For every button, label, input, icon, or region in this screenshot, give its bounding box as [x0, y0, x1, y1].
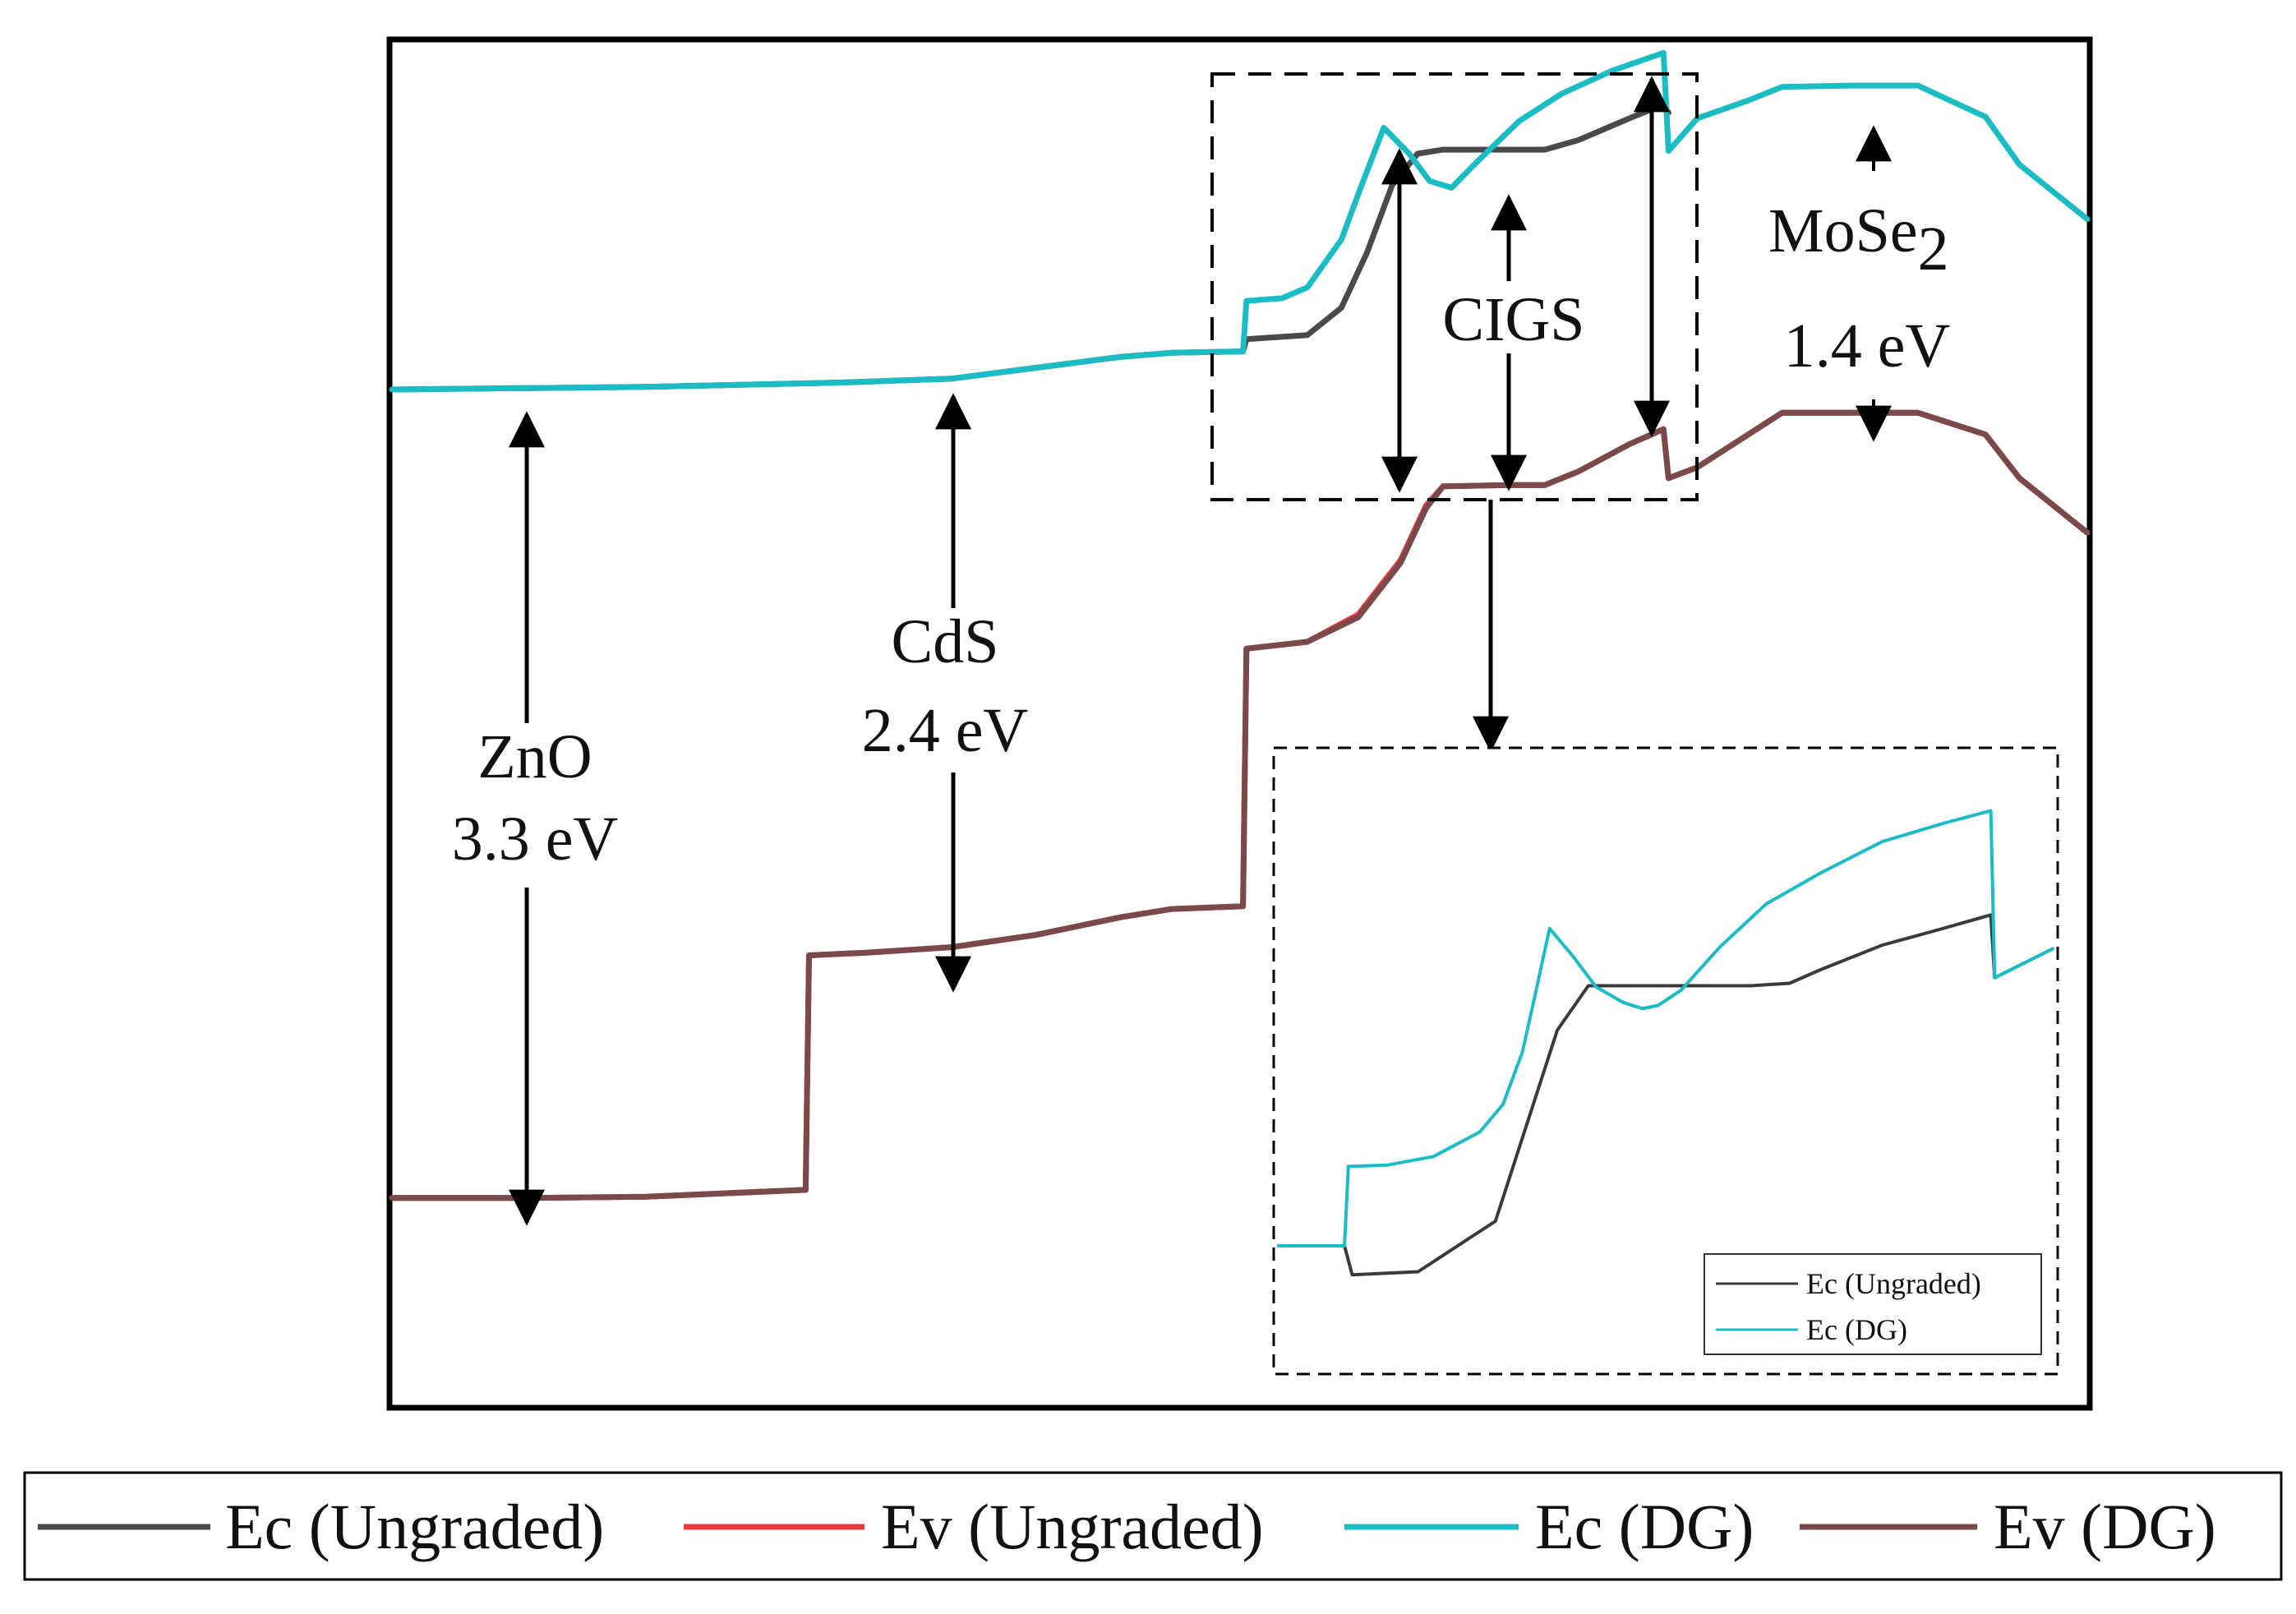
annotation-labels: ZnO 3.3 eV CdS 2.4 eV CIGS MoSe2 1.4 eV	[452, 196, 1951, 888]
cds-layer-label: CdS	[892, 607, 999, 676]
inset-legend-label-ec-dg: Ec (DG)	[1806, 1313, 1907, 1346]
mose2-subscript: 2	[1918, 214, 1949, 284]
legend-label-ev-ungraded: Ev (Ungraded)	[881, 1491, 1264, 1562]
main-legend: Ec (Ungraded) Ev (Ungraded) Ec (DG) Ev (…	[23, 1471, 2283, 1581]
zno-layer-label: ZnO	[477, 722, 592, 791]
legend-label-ec-ungraded: Ec (Ungraded)	[225, 1491, 604, 1562]
cigs-layer-label: CIGS	[1442, 285, 1584, 354]
series-ec-dg-line	[389, 49, 2091, 393]
inset-series-ec-ungraded-line	[1277, 913, 2054, 1277]
inset-panel: Ec (Ungraded) Ec (DG)	[1272, 746, 2059, 1376]
legend-label-ev-dg: Ev (DG)	[1994, 1491, 2216, 1562]
cigs-zoom-box	[1210, 72, 1699, 501]
inset-legend-box	[1704, 1253, 2042, 1355]
inset-legend-label-ec-ungraded: Ec (Ungraded)	[1806, 1267, 1981, 1300]
inset-series-ec-dg-line	[1277, 809, 2054, 1247]
mose2-layer-label: MoSe2	[1768, 196, 1949, 284]
main-series-group	[389, 49, 2091, 1201]
zno-gap-label: 3.3 eV	[452, 805, 619, 874]
cds-gap-label: 2.4 eV	[862, 696, 1029, 765]
inset-series-group	[1277, 809, 2054, 1277]
series-ev-dg-line	[389, 409, 2091, 1201]
legend-label-ec-dg: Ec (DG)	[1535, 1491, 1754, 1562]
mose2-gap-label: 1.4 eV	[1784, 311, 1951, 380]
